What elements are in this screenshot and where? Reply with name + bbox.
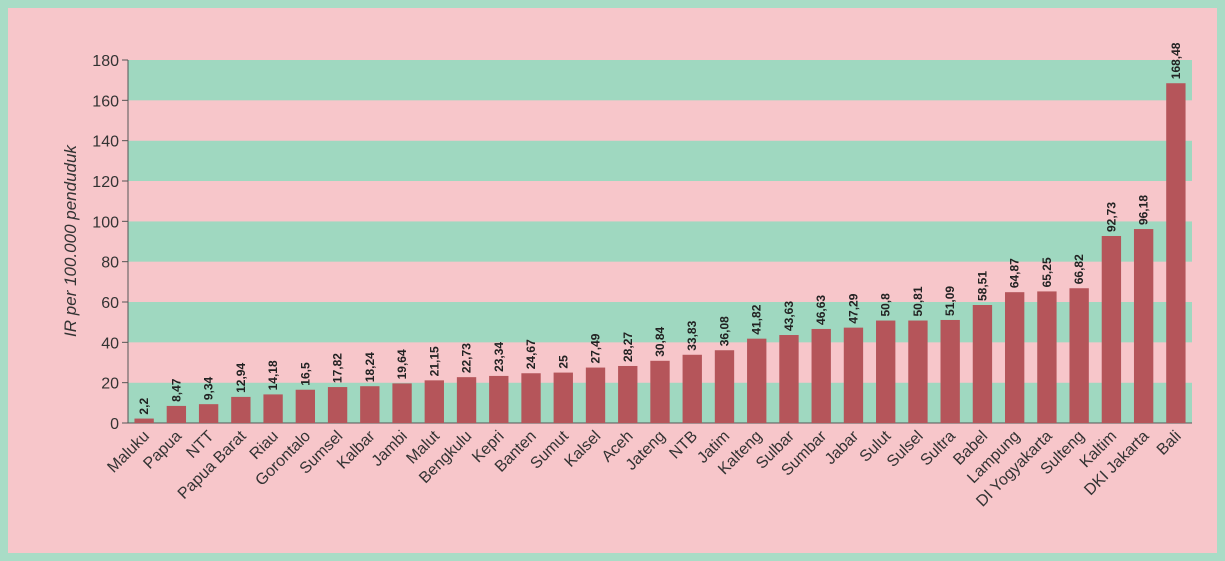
y-tick-label: 160 bbox=[92, 93, 119, 110]
value-label: 18,24 bbox=[363, 352, 377, 382]
bar bbox=[134, 419, 153, 423]
grid-band bbox=[128, 262, 1192, 302]
grid-band bbox=[128, 100, 1192, 140]
bar bbox=[876, 321, 895, 423]
value-label: 58,51 bbox=[975, 271, 989, 301]
value-label: 43,63 bbox=[782, 301, 796, 331]
value-label: 36,08 bbox=[717, 316, 731, 346]
bar bbox=[263, 394, 282, 423]
bar bbox=[425, 380, 444, 423]
bar bbox=[167, 406, 186, 423]
value-label: 64,87 bbox=[1008, 258, 1022, 288]
bar bbox=[779, 335, 798, 423]
value-label: 23,34 bbox=[492, 342, 506, 372]
bar bbox=[908, 321, 927, 423]
bar bbox=[1037, 291, 1056, 423]
value-label: 9,34 bbox=[202, 376, 216, 400]
bar bbox=[392, 383, 411, 423]
bar bbox=[747, 339, 766, 423]
bar bbox=[489, 376, 508, 423]
bar bbox=[973, 305, 992, 423]
y-axis-label: IR per 100.000 penduduk bbox=[61, 144, 80, 337]
value-label: 19,64 bbox=[395, 349, 409, 379]
bar bbox=[650, 361, 669, 423]
bar bbox=[457, 377, 476, 423]
bar bbox=[296, 390, 315, 423]
value-label: 14,18 bbox=[266, 360, 280, 390]
value-label: 92,73 bbox=[1104, 202, 1118, 232]
value-label: 12,94 bbox=[234, 363, 248, 393]
y-tick-label: 20 bbox=[101, 376, 119, 393]
value-label: 50,8 bbox=[879, 293, 893, 317]
grid-band bbox=[128, 221, 1192, 261]
value-label: 22,73 bbox=[460, 343, 474, 373]
value-label: 24,67 bbox=[524, 339, 538, 369]
bar bbox=[586, 368, 605, 423]
value-label: 168,48 bbox=[1169, 42, 1183, 79]
value-label: 30,84 bbox=[653, 326, 667, 356]
chart: IR per 100.000 penduduk 0 20 40 60 80 100 120 1… bbox=[0, 0, 1225, 561]
grid-band bbox=[128, 60, 1192, 100]
grid-band bbox=[128, 181, 1192, 221]
bar bbox=[941, 320, 960, 423]
bar bbox=[618, 366, 637, 423]
bar bbox=[1005, 292, 1024, 423]
y-tick-label: 0 bbox=[110, 416, 119, 433]
bar bbox=[1102, 236, 1121, 423]
value-label: 47,29 bbox=[846, 293, 860, 323]
bar bbox=[554, 373, 573, 423]
value-label: 21,15 bbox=[427, 346, 441, 376]
grid-band bbox=[128, 141, 1192, 181]
y-tick-label: 180 bbox=[92, 53, 119, 70]
y-tick-label: 60 bbox=[101, 295, 119, 312]
bar bbox=[1166, 83, 1185, 423]
y-tick-label: 80 bbox=[101, 255, 119, 272]
bar bbox=[1069, 288, 1088, 423]
bar bbox=[715, 350, 734, 423]
value-label: 46,63 bbox=[814, 295, 828, 325]
value-label: 2,2 bbox=[137, 398, 151, 415]
value-label: 96,18 bbox=[1137, 195, 1151, 225]
value-label: 16,5 bbox=[298, 362, 312, 386]
bar bbox=[231, 397, 250, 423]
value-label: 28,27 bbox=[621, 332, 635, 362]
bar bbox=[683, 355, 702, 423]
bar bbox=[521, 373, 540, 423]
value-label: 33,83 bbox=[685, 320, 699, 350]
value-label: 8,47 bbox=[169, 378, 183, 402]
bar bbox=[1134, 229, 1153, 423]
y-tick-label: 120 bbox=[92, 174, 119, 191]
y-tick-label: 40 bbox=[101, 335, 119, 352]
y-tick-label: 100 bbox=[92, 214, 119, 231]
bar bbox=[328, 387, 347, 423]
value-label: 27,49 bbox=[589, 333, 603, 363]
value-label: 41,82 bbox=[750, 304, 764, 334]
value-label: 65,25 bbox=[1040, 257, 1054, 287]
bar bbox=[812, 329, 831, 423]
y-tick-label: 140 bbox=[92, 134, 119, 151]
value-label: 51,09 bbox=[943, 286, 957, 316]
bar bbox=[360, 386, 379, 423]
value-label: 50,81 bbox=[911, 286, 925, 316]
value-label: 17,82 bbox=[331, 353, 345, 383]
bar bbox=[199, 404, 218, 423]
bar bbox=[844, 328, 863, 423]
value-label: 25 bbox=[556, 355, 570, 369]
value-label: 66,82 bbox=[1072, 254, 1086, 284]
